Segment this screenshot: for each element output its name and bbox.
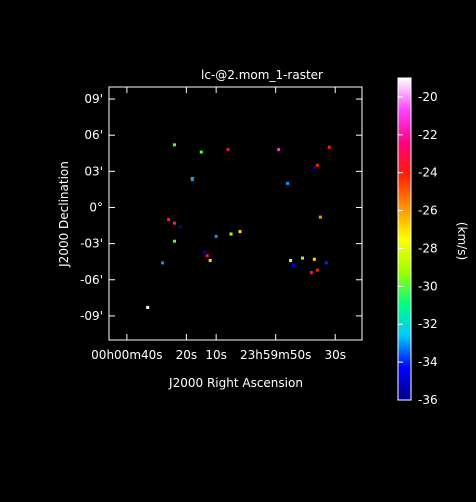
y-axis-label: J2000 Declination [57, 161, 71, 268]
data-point [292, 263, 296, 267]
data-point [146, 305, 150, 309]
colorbar-tick-label: -30 [418, 279, 438, 293]
data-point [167, 218, 171, 222]
data-points [146, 143, 331, 309]
colorbar-tick-label: -36 [418, 393, 438, 407]
colorbar-label: (km/s) [455, 222, 469, 260]
data-point [199, 150, 203, 154]
data-point [324, 261, 328, 265]
data-point [161, 261, 165, 265]
x-axis-ticks: 00h00m40s 20s 10s 23h59m50s 30s [91, 87, 346, 362]
data-point [318, 215, 322, 219]
data-point [315, 163, 319, 167]
y-tick-label: -03' [80, 237, 103, 251]
y-tick-label: 0° [89, 200, 103, 214]
y-axis-ticks: 09' 06' 03' 0° -03' -06' -09' [80, 92, 362, 323]
x-axis-label: J2000 Right Ascension [168, 376, 303, 390]
data-point [202, 250, 206, 254]
data-point [178, 225, 182, 229]
x-tick-label: 23h59m50s [240, 348, 311, 362]
x-tick-label: 00h00m40s [91, 348, 162, 362]
colorbar-tick-label: -32 [418, 317, 438, 331]
y-tick-label: 03' [84, 164, 103, 178]
data-point [312, 257, 316, 261]
y-tick-label: -09' [80, 309, 103, 323]
axes-frame [108, 86, 363, 341]
plot-title: lc-@2.mom_1-raster [201, 68, 323, 82]
x-tick-label: 20s [176, 348, 198, 362]
y-tick-label: 06' [84, 128, 103, 142]
data-point [205, 254, 209, 258]
data-point [327, 145, 331, 149]
data-point [315, 268, 319, 272]
y-tick-label: 09' [84, 92, 103, 106]
x-tick-label: 10s [205, 348, 227, 362]
data-point [208, 258, 212, 262]
x-tick-label: 30s [324, 348, 346, 362]
colorbar-tick-label: -34 [418, 355, 438, 369]
data-point [277, 148, 281, 152]
data-point [172, 239, 176, 243]
data-point [226, 148, 230, 152]
colorbar-tick-label: -28 [418, 241, 438, 255]
axes-box [108, 86, 363, 341]
data-point [172, 221, 176, 225]
y-tick-label: -06' [80, 273, 103, 287]
data-point [286, 181, 290, 185]
colorbar-tick-label: -22 [418, 128, 438, 142]
data-point [238, 230, 242, 234]
data-point [214, 234, 218, 238]
data-point [300, 256, 304, 260]
colorbar-ticks: -20 -22 -24 -26 -28 -30 -32 -34 -36 [398, 90, 438, 407]
data-point [229, 232, 233, 236]
data-point [190, 178, 194, 182]
data-point [309, 271, 313, 275]
colorbar-tick-label: -20 [418, 90, 438, 104]
data-point [289, 258, 293, 262]
colorbar [397, 77, 412, 401]
data-point [312, 166, 316, 170]
colorbar-tick-label: -26 [418, 204, 438, 218]
data-point [172, 143, 176, 147]
colorbar-tick-label: -24 [418, 166, 438, 180]
